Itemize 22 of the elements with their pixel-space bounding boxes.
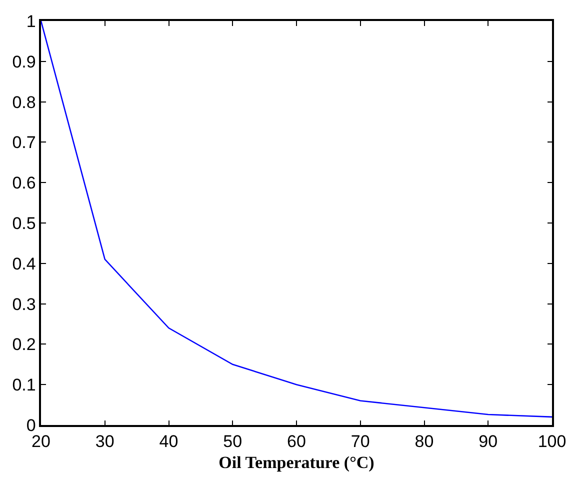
x-tick-label: 50 — [223, 432, 242, 452]
x-tick-label: 100 — [538, 432, 566, 452]
y-tick-label: 1 — [26, 12, 36, 31]
y-tick-label: 0.6 — [12, 174, 36, 193]
y-tick-label: 0.1 — [12, 376, 36, 395]
x-tick-label: 30 — [95, 432, 114, 452]
x-axis-title: Oil Temperature (°C) — [218, 453, 374, 472]
x-tick-label: 70 — [350, 432, 370, 452]
y-tick-label: 0.7 — [12, 133, 36, 152]
x-tick-label: 90 — [478, 432, 498, 452]
y-tick-label: 0 — [26, 416, 36, 435]
line-series — [41, 21, 552, 418]
y-tick-label: 0.3 — [12, 294, 36, 314]
x-tick-label: 80 — [414, 432, 434, 452]
x-tick-label: 60 — [287, 432, 306, 452]
x-tick-label: 40 — [159, 432, 178, 452]
x-tick-label: 20 — [32, 432, 50, 452]
y-tick-label: 0.2 — [12, 335, 36, 354]
y-tick-label: 0.4 — [12, 254, 36, 274]
y-tick-label: 0.5 — [12, 214, 36, 233]
y-tick-label: 0.8 — [12, 92, 36, 112]
y-tick-label: 0.9 — [12, 52, 36, 72]
